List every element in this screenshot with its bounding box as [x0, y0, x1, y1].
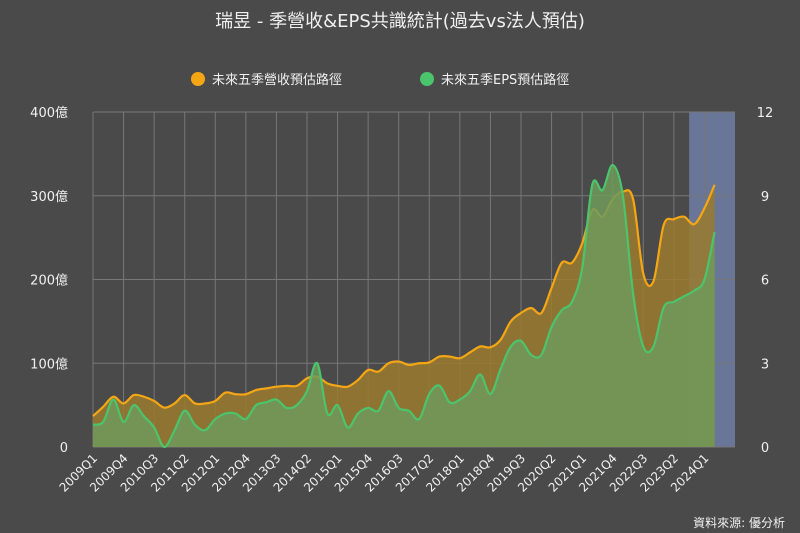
y-right-tick-label: 9 [761, 190, 769, 205]
y-right-tick-label: 12 [757, 106, 774, 121]
legend-marker-eps [420, 72, 434, 86]
y-right-tick-label: 0 [761, 441, 769, 456]
legend-marker-revenue [191, 72, 205, 86]
y-left-tick-label: 200億 [30, 273, 68, 289]
series-area-eps [93, 165, 715, 448]
legend-label-revenue: 未來五季營收預估路徑 [212, 72, 342, 88]
chart-title: 瑞昱 - 季營收&EPS共識統計(過去vs法人預估) [215, 11, 585, 32]
series-line-eps [92, 163, 716, 449]
y-right-tick-label: 3 [761, 357, 769, 372]
source-note: 資料來源: 優分析 [693, 516, 785, 530]
legend: 未來五季營收預估路徑 未來五季EPS預估路徑 [191, 72, 569, 88]
y-left-tick-label: 0 [60, 441, 68, 456]
legend-label-eps: 未來五季EPS預估路徑 [441, 72, 569, 88]
y-left-tick-label: 100億 [30, 356, 68, 372]
y-left-tick-label: 400億 [30, 105, 68, 121]
y-left-tick-label: 300億 [30, 189, 68, 205]
y-right-tick-label: 6 [761, 274, 769, 289]
